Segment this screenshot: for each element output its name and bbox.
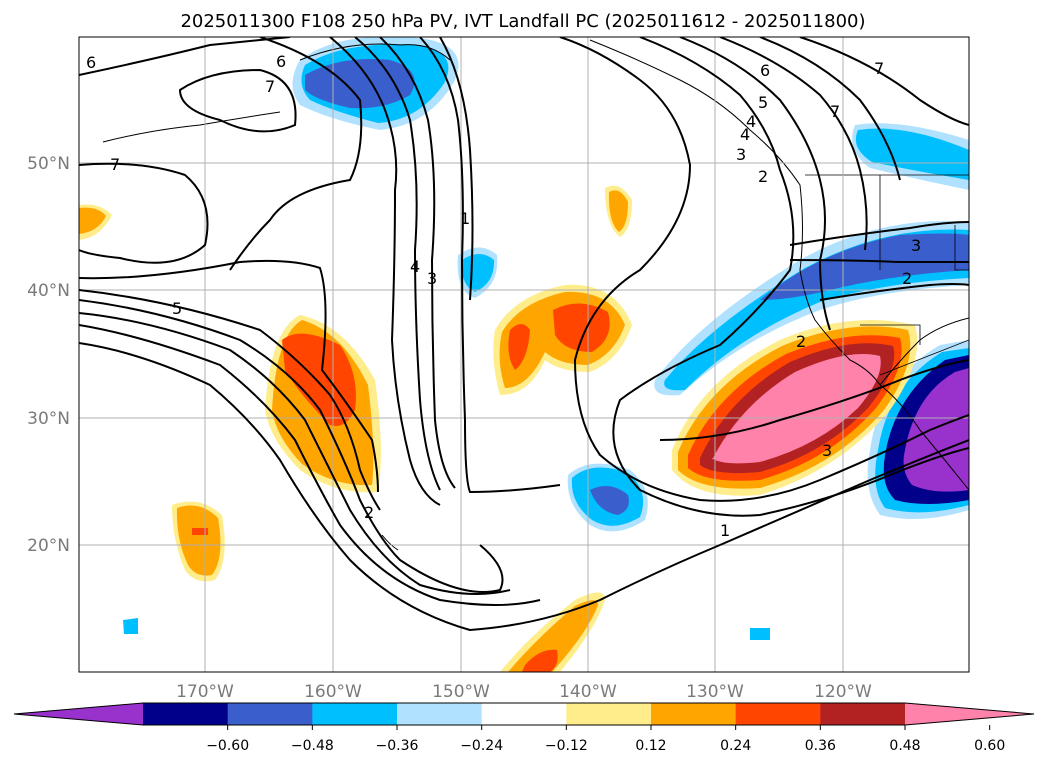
colorbar-segment — [397, 703, 483, 725]
colorbar-tick-label: −0.24 — [460, 738, 503, 754]
map-title: 2025011300 F108 250 hPa PV, IVT Landfall… — [180, 11, 865, 32]
boundaries — [805, 174, 969, 376]
pv-contours — [79, 37, 969, 632]
colorbar-segment — [227, 703, 313, 725]
contour-label: 2 — [796, 332, 806, 351]
colorbar-extend-low — [14, 703, 143, 725]
contour-label: 1 — [460, 209, 470, 228]
gridlines — [79, 37, 969, 672]
colorbar-tick-label: 0.12 — [635, 738, 666, 754]
lon-label: 150°W — [432, 682, 490, 702]
colorbar-segment — [735, 703, 821, 725]
contour-label: 2 — [902, 269, 912, 288]
colorbar-segment — [820, 703, 906, 725]
contour-label: 2 — [364, 503, 374, 522]
lat-label: 30°N — [27, 409, 70, 429]
map-frame — [78, 36, 970, 673]
contour-label: 2 — [758, 167, 768, 186]
longitude-labels: 170°W 160°W 150°W 140°W 130°W 120°W — [176, 682, 872, 702]
contour-label: 3 — [911, 236, 921, 255]
colorbar-extend-high — [905, 703, 1034, 725]
colorbar-tick-label: 0.24 — [720, 738, 751, 754]
contour-label: 6 — [276, 52, 286, 71]
contour-label: 1 — [720, 521, 730, 540]
contour-label: 4 — [740, 125, 750, 144]
contour-label: 4 — [410, 257, 420, 276]
contour-label: 3 — [427, 269, 437, 288]
colorbar-tick-label: −0.36 — [376, 738, 419, 754]
contour-label: 5 — [172, 299, 182, 318]
colorbar-segments — [14, 703, 1034, 725]
colorbar-segment — [312, 703, 398, 725]
contour-label: 7 — [265, 77, 275, 96]
latitude-labels: 50°N 40°N 30°N 20°N — [27, 154, 70, 556]
colorbar-tick-label: −0.60 — [206, 738, 249, 754]
contour-label: 7 — [874, 59, 884, 78]
colorbar-segment — [651, 703, 737, 725]
lat-label: 50°N — [27, 154, 70, 174]
colorbar-tick-label: −0.12 — [545, 738, 588, 754]
colorbar-ticks: −0.60 −0.48 −0.36 −0.24 −0.12 0.12 0.24 0.36 0.4… — [206, 725, 1005, 754]
colorbar-tick-label: −0.48 — [291, 738, 334, 754]
contour-label: 3 — [822, 441, 832, 460]
map-panel: 6 7 6 7 5 4 3 1 4 3 2 2 3 2 2 1 3 6 5 4 … — [79, 37, 969, 672]
colorbar-tick-label: 0.48 — [889, 738, 920, 754]
contour-label: 6 — [760, 61, 770, 80]
colorbar: −0.60 −0.48 −0.36 −0.24 −0.12 0.12 0.24 0.36 0.4… — [13, 702, 1035, 754]
contour-label: 7 — [830, 102, 840, 121]
contour-label: 4 — [746, 112, 756, 131]
contour-label: 6 — [86, 53, 96, 72]
lat-label: 40°N — [27, 281, 70, 301]
coastlines — [102, 39, 969, 551]
lon-label: 130°W — [686, 682, 744, 702]
lat-label: 20°N — [27, 536, 70, 556]
colorbar-segment — [566, 703, 652, 725]
lon-label: 140°W — [559, 682, 617, 702]
contour-label: 3 — [736, 145, 746, 164]
colorbar-tick-label: 0.60 — [974, 738, 1005, 754]
colorbar-segment — [481, 703, 567, 725]
colorbar-outline — [13, 702, 1035, 726]
colorbar-segment — [143, 703, 229, 725]
contour-label: 5 — [758, 93, 768, 112]
contour-labels: 6 7 6 7 5 4 3 1 4 3 2 2 3 2 2 1 3 6 5 4 … — [86, 52, 921, 540]
colorbar-tick-label: 0.36 — [805, 738, 836, 754]
lon-label: 160°W — [304, 682, 362, 702]
lon-label: 170°W — [176, 682, 234, 702]
lon-label: 120°W — [814, 682, 872, 702]
contour-label: 7 — [110, 155, 120, 174]
